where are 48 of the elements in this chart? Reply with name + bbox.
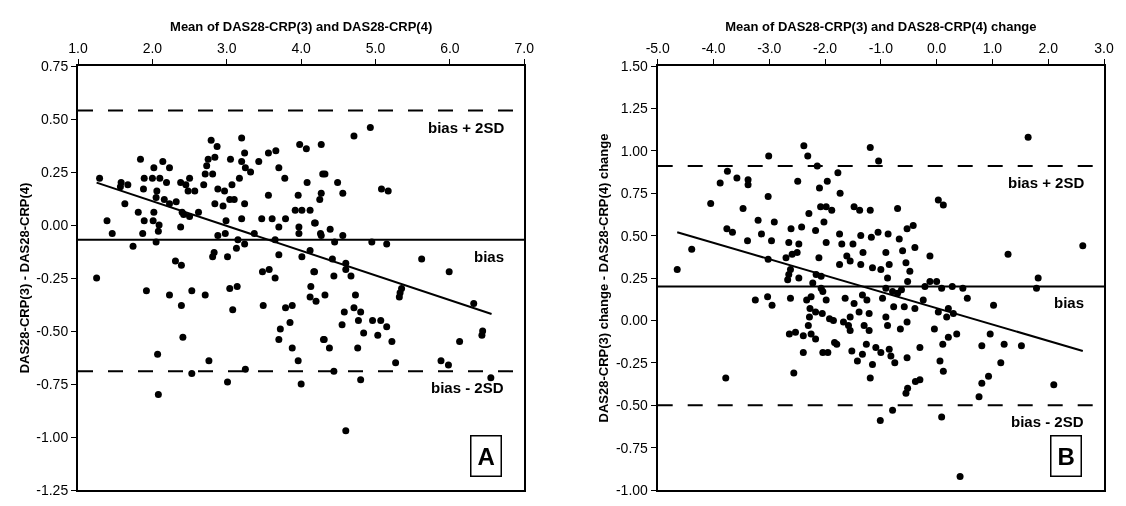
y-tick-label: -0.75 xyxy=(615,439,649,456)
ref-line-label: bias - 2SD xyxy=(431,379,504,396)
y-axis-title: DAS28-CRP(3) - DAS28-CRP(4) xyxy=(16,182,32,374)
x-tick-label: 4.0 xyxy=(291,40,312,57)
y-tick-label: -1.00 xyxy=(36,428,69,445)
y-tick-label: 0.00 xyxy=(40,216,69,233)
y-tick-label: 1.50 xyxy=(620,57,649,74)
y-tick-label: 0.00 xyxy=(620,312,649,329)
y-axis-title: DAS28-CRP(3) change - DAS28-CRP(4) change xyxy=(596,133,612,423)
y-tick-label: 0.75 xyxy=(620,185,649,202)
x-tick-label: 3.0 xyxy=(1094,40,1114,57)
annotation: A xyxy=(477,442,495,470)
x-tick-label: -5.0 xyxy=(645,40,670,57)
y-tick-label: -1.25 xyxy=(36,481,69,498)
ref-line-label: bias + 2SD xyxy=(1008,174,1085,191)
x-axis-title: Mean of DAS28-CRP(3) and DAS28-CRP(4) change xyxy=(725,18,1037,34)
x-tick-label: 0.0 xyxy=(926,40,947,57)
x-tick-label: 6.0 xyxy=(440,40,460,57)
ref-line-label: bias - 2SD xyxy=(1011,413,1084,430)
x-tick-label: -4.0 xyxy=(701,40,726,57)
y-tick-label: 0.50 xyxy=(620,227,649,244)
y-tick-label: 0.75 xyxy=(40,57,69,74)
y-tick-label: 0.25 xyxy=(620,269,649,286)
x-tick-label: 2.0 xyxy=(142,40,163,57)
y-tick-label: 0.25 xyxy=(40,163,69,180)
y-tick-label: -1.00 xyxy=(615,481,649,498)
annotation: B xyxy=(1057,442,1075,470)
x-tick-label: 1.0 xyxy=(982,40,1003,57)
y-tick-label: 1.00 xyxy=(620,142,649,159)
x-tick-label: -3.0 xyxy=(757,40,782,57)
y-tick-label: -0.50 xyxy=(615,397,649,414)
x-tick-label: 1.0 xyxy=(68,40,88,57)
x-tick-label: 7.0 xyxy=(514,40,535,57)
y-tick-label: -0.75 xyxy=(36,375,69,392)
ref-line-label: bias xyxy=(474,248,505,265)
x-tick-label: -2.0 xyxy=(813,40,838,57)
y-tick-label: -0.50 xyxy=(36,322,69,339)
y-tick-label: 0.50 xyxy=(40,110,69,127)
x-axis-title: Mean of DAS28-CRP(3) and DAS28-CRP(4) xyxy=(170,18,433,34)
ref-line-label: bias xyxy=(1054,294,1085,311)
x-tick-label: 2.0 xyxy=(1038,40,1059,57)
y-tick-label: -0.25 xyxy=(615,354,649,371)
x-tick-label: 5.0 xyxy=(365,40,386,57)
ref-line-label: bias + 2SD xyxy=(428,119,505,136)
x-tick-label: -1.0 xyxy=(868,40,894,57)
y-tick-label: 1.25 xyxy=(620,100,649,117)
y-tick-label: -0.25 xyxy=(36,269,69,286)
x-tick-label: 3.0 xyxy=(217,40,237,57)
